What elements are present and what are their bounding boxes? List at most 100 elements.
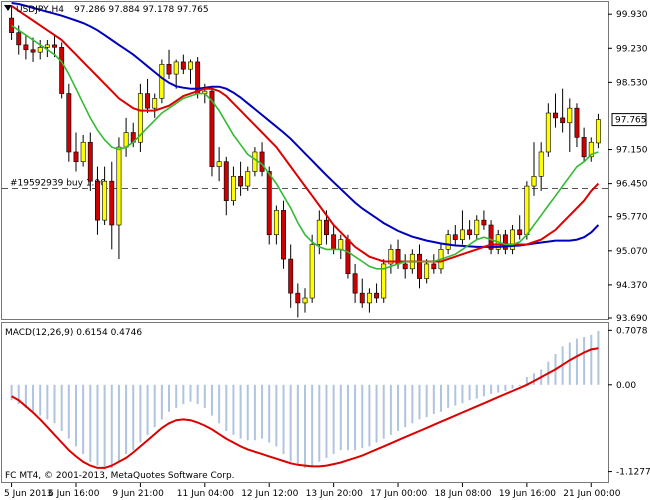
order-label: #19592939 buy 1.00: [10, 178, 106, 188]
candle-body: [145, 93, 151, 109]
candle-body: [266, 171, 272, 236]
macd-bar: [568, 342, 571, 385]
candle-body: [366, 292, 372, 304]
candle-body: [259, 151, 265, 172]
candle-body: [302, 297, 308, 304]
candle-bear: [488, 220, 494, 255]
time-tick-label: 12 Jun 12:00: [241, 489, 298, 499]
macd-bar: [132, 384, 135, 451]
candle-body: [16, 32, 22, 46]
candle-body: [188, 61, 193, 70]
candle-bear: [402, 254, 408, 279]
macd-bar: [175, 384, 178, 408]
candle-bull: [230, 166, 236, 206]
price-panel-frame: [1, 1, 609, 320]
menu-triangle-icon[interactable]: [4, 5, 12, 11]
candle-body: [281, 210, 286, 260]
macd-bar: [339, 384, 342, 451]
candle-bear: [259, 142, 265, 177]
price-axis: 99.930 99.230 98.530 97.150 96.450 95.770 95.0…: [608, 10, 648, 324]
candle-body: [352, 273, 358, 294]
macd-bar: [168, 384, 171, 412]
candle-bear: [109, 161, 115, 250]
macd-bar: [439, 384, 442, 412]
macd-bar: [10, 384, 13, 401]
candle-bull: [595, 113, 601, 149]
macd-bar: [153, 384, 156, 428]
candle-body: [216, 161, 222, 167]
candle-body: [59, 47, 65, 94]
macd-bar: [454, 384, 457, 406]
time-tick-label: 13 Jun 20:00: [306, 489, 363, 499]
candle-body: [381, 263, 387, 299]
ma-mid-line: [11, 5, 600, 263]
macd-bar: [597, 330, 600, 385]
ma-slow-line: [11, 2, 600, 248]
candle-body: [252, 151, 258, 172]
candle-body: [87, 141, 93, 182]
macd-signal-line: [11, 347, 599, 469]
macd-bar: [89, 384, 92, 462]
candle-body: [588, 141, 594, 158]
macd-bar: [461, 384, 464, 404]
macd-bar: [397, 384, 400, 431]
time-tick-label: 19 Jun 16:00: [499, 489, 556, 499]
price-tick-label: 96.450: [616, 180, 648, 190]
macd-bar: [17, 384, 20, 405]
candle-body: [159, 64, 165, 99]
candle-body: [524, 185, 530, 236]
macd-bar: [432, 384, 435, 415]
macd-bar: [268, 384, 271, 443]
macd-bar: [504, 384, 507, 391]
macd-bar: [325, 384, 328, 458]
candle-body: [517, 229, 523, 236]
candle-body: [324, 219, 329, 236]
candle-bear: [295, 283, 301, 318]
candle-body: [345, 239, 351, 274]
price-tick-label: 94.370: [616, 281, 648, 291]
candles: [9, 5, 601, 318]
price-tick-label: 95.770: [616, 213, 648, 223]
candle-bear: [517, 215, 523, 240]
candle-body: [238, 176, 244, 187]
candle-bull: [80, 134, 86, 167]
macd-bar: [382, 384, 385, 439]
candle-body: [481, 219, 487, 226]
candle-bear: [574, 103, 580, 148]
candle-bear: [66, 83, 72, 162]
candle-body: [295, 292, 301, 304]
candle-body: [467, 229, 473, 236]
macd-bar: [525, 377, 528, 385]
candle-bear: [23, 35, 29, 60]
time-tick-label: 9 Jun 21:00: [112, 489, 164, 499]
candle-body: [52, 44, 57, 48]
macd-bar: [497, 384, 500, 393]
macd-bar: [196, 384, 199, 405]
candle-bull: [545, 103, 551, 157]
macd-bar: [82, 384, 85, 455]
macd-bar: [375, 384, 378, 443]
candle-body: [95, 180, 100, 221]
candle-bear: [553, 93, 558, 128]
macd-bar: [46, 384, 49, 420]
time-tick-label: 5 Jun 2013: [4, 489, 52, 499]
candle-bear: [417, 244, 422, 289]
candle-bull: [309, 234, 315, 303]
price-tick-label: 97.150: [616, 146, 648, 156]
macd-tick-label: 0.00: [616, 381, 636, 391]
time-tick-label: 21 Jun 00:00: [563, 489, 620, 499]
candle-bull: [459, 210, 465, 245]
macd-bar: [103, 384, 106, 470]
candle-body: [474, 219, 480, 236]
candle-bull: [567, 98, 573, 152]
candle-body: [510, 229, 515, 250]
macd-bar: [447, 384, 450, 408]
candle-body: [402, 263, 408, 270]
macd-bar: [139, 384, 142, 443]
macd-bar: [296, 384, 299, 466]
candle-bear: [223, 156, 229, 216]
macd-title: MACD(12,26,9) 0.6154 0.4746: [5, 328, 142, 338]
candle-body: [538, 151, 544, 177]
candle-body: [44, 44, 50, 48]
